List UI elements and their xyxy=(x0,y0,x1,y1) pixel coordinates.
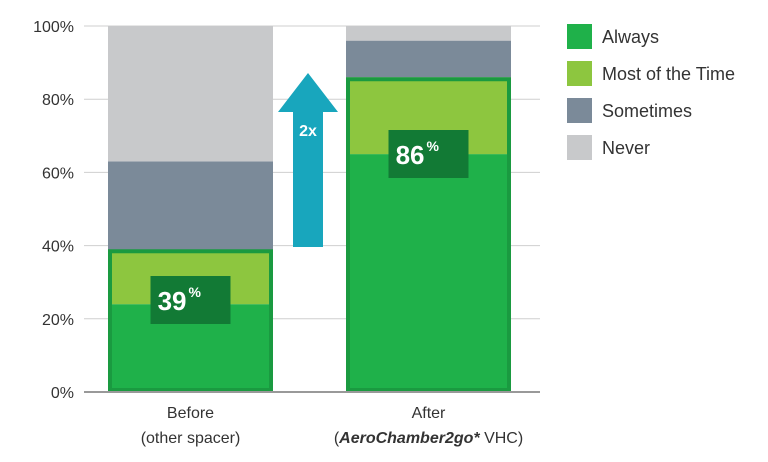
legend-swatch xyxy=(567,135,592,160)
total-badge-value: 39 xyxy=(158,286,187,316)
bar-segment-sometimes xyxy=(108,161,273,253)
x-axis: Before (other spacer) After (AeroChamber2go… xyxy=(84,391,540,447)
legend-label: Most of the Time xyxy=(602,64,735,84)
highlight-outline xyxy=(346,77,511,393)
category-sublabel-prefix: ( xyxy=(334,430,340,447)
growth-arrow: 2x xyxy=(278,73,338,247)
legend-swatch xyxy=(567,24,592,49)
bar-segment-never xyxy=(108,26,273,162)
legend-label: Sometimes xyxy=(602,101,692,121)
legend-swatch xyxy=(567,98,592,123)
y-tick-label: 100% xyxy=(33,19,74,36)
category-label: After xyxy=(412,405,446,422)
legend-label: Never xyxy=(602,138,650,158)
y-tick-label: 0% xyxy=(51,385,74,402)
total-badge-unit: % xyxy=(427,138,440,154)
total-badge xyxy=(388,130,469,178)
bars: 39 %86% xyxy=(108,26,511,393)
category-sublabel-suffix: VHC) xyxy=(480,430,524,447)
y-tick-label: 60% xyxy=(42,165,74,182)
arrow-label: 2x xyxy=(299,123,317,140)
y-tick-label: 20% xyxy=(42,312,74,329)
bar-segment-sometimes xyxy=(346,40,511,78)
total-badge xyxy=(150,276,231,324)
category-sublabel: (AeroChamber2go* VHC) xyxy=(334,430,523,447)
highlight-outline xyxy=(108,249,273,392)
bar-segment-always xyxy=(346,154,511,392)
y-axis: 0% 20% 40% 60% 80% 100% xyxy=(33,19,74,402)
legend-label: Always xyxy=(602,27,659,47)
bar-segment-never xyxy=(346,26,511,41)
total-badge-unit: % xyxy=(189,284,202,300)
legend-swatch xyxy=(567,61,592,86)
category-sublabel: (other spacer) xyxy=(141,430,241,447)
up-arrow-icon xyxy=(278,73,338,247)
category-label: Before xyxy=(167,405,214,422)
legend: Always Most of the Time Sometimes Never xyxy=(567,24,735,160)
y-tick-label: 80% xyxy=(42,92,74,109)
y-tick-label: 40% xyxy=(42,239,74,256)
total-badge-value: 86 xyxy=(396,140,425,170)
category-sublabel-product: AeroChamber2go* xyxy=(338,430,480,447)
